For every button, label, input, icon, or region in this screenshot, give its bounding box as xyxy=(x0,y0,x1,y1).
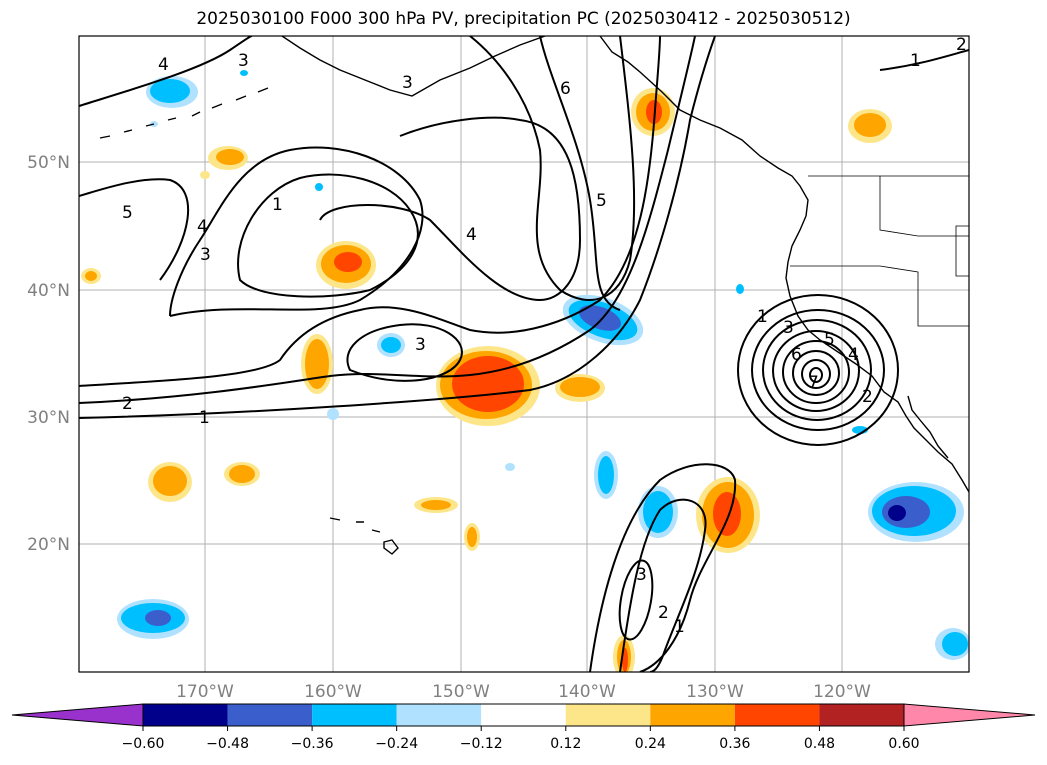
longitude-labels: 170°W 160°W 150°W 140°W 130°W 120°W xyxy=(176,682,871,702)
graticule xyxy=(79,36,969,672)
contour-label: 3 xyxy=(636,565,647,585)
colorbar-cell xyxy=(565,704,651,726)
contour-label: 1 xyxy=(272,195,283,215)
contour-label: 4 xyxy=(466,225,477,245)
latitude-labels: 50°N 40°N 30°N 20°N xyxy=(27,153,70,555)
contour-label: 2 xyxy=(122,394,133,414)
colorbar-tick-label: 0.60 xyxy=(888,736,919,752)
map-title: 2025030100 F000 300 hPa PV, precipitatio… xyxy=(196,9,851,29)
lon-tick-label: 130°W xyxy=(686,682,744,702)
colorbar-cell xyxy=(819,704,904,726)
colorbar-cell xyxy=(734,704,820,726)
contour-label: 3 xyxy=(415,335,426,355)
colorbar-tick-label: −0.24 xyxy=(375,736,418,752)
colorbar-cell xyxy=(481,704,566,726)
contour-label: 1 xyxy=(674,617,685,637)
colorbar-tick-label: 0.24 xyxy=(635,736,666,752)
colorbar-ticks: −0.60 −0.48 −0.36 −0.24 −0.12 0.12 0.24 0.36 0.4… xyxy=(122,726,920,752)
contour-label: 7 xyxy=(808,373,819,393)
lat-tick-label: 20°N xyxy=(27,535,70,555)
colorbar-cell xyxy=(227,704,313,726)
contour-label: 4 xyxy=(158,55,169,75)
colorbar-outline xyxy=(142,703,905,727)
contour-label: 1 xyxy=(757,307,768,327)
colorbar-cell xyxy=(650,704,735,726)
lat-tick-label: 50°N xyxy=(27,153,70,173)
colorbar-tick-label: −0.48 xyxy=(206,736,249,752)
colorbar-tick-label: −0.12 xyxy=(460,736,503,752)
contour-label: 2 xyxy=(862,387,873,407)
colorbar-tick-label: 0.12 xyxy=(550,736,581,752)
contour-label: 3 xyxy=(200,245,211,265)
contour-label: 2 xyxy=(658,603,669,623)
colorbar-tick-label: 0.36 xyxy=(719,736,750,752)
colorbar-tick-label: −0.60 xyxy=(122,736,165,752)
contour-label: 5 xyxy=(122,203,133,223)
colorbar-tick-label: −0.36 xyxy=(291,736,334,752)
map-frame xyxy=(78,35,970,673)
colorbar-extend-low xyxy=(11,703,144,727)
lon-tick-label: 140°W xyxy=(558,682,616,702)
contour-label: 3 xyxy=(783,318,794,338)
contour-label: 1 xyxy=(199,408,210,428)
lon-tick-label: 170°W xyxy=(176,682,234,702)
contour-labels: 4 3 3 6 5 4 1 4 3 5 2 1 3 1 3 6 5 4 7 2 … xyxy=(122,35,967,637)
pv-contours xyxy=(79,36,969,672)
lat-tick-label: 30°N xyxy=(27,408,70,428)
contour-label: 4 xyxy=(197,217,208,237)
colorbar: −0.60 −0.48 −0.36 −0.24 −0.12 0.12 0.24 0.36 0.4… xyxy=(11,703,1036,752)
lat-tick-label: 40°N xyxy=(27,281,70,301)
coastlines xyxy=(99,36,969,555)
lon-tick-label: 160°W xyxy=(304,682,362,702)
contour-label: 5 xyxy=(824,330,835,350)
contour-label: 2 xyxy=(956,35,967,55)
colorbar-cells xyxy=(11,703,1036,727)
contour-label: 6 xyxy=(791,345,802,365)
colorbar-cell xyxy=(143,704,228,726)
colorbar-tick-label: 0.48 xyxy=(804,736,835,752)
contour-label: 6 xyxy=(560,79,571,99)
colorbar-extend-high xyxy=(903,703,1036,727)
map-background xyxy=(79,36,969,672)
contour-label: 4 xyxy=(848,345,859,365)
colorbar-cell xyxy=(396,704,482,726)
lon-tick-label: 150°W xyxy=(432,682,490,702)
contour-label: 3 xyxy=(238,51,249,71)
contour-label: 5 xyxy=(596,191,607,211)
political-borders xyxy=(790,175,969,327)
contour-label: 3 xyxy=(402,73,413,93)
lon-tick-label: 120°W xyxy=(813,682,871,702)
contour-label: 1 xyxy=(910,51,921,71)
colorbar-cell xyxy=(312,704,397,726)
